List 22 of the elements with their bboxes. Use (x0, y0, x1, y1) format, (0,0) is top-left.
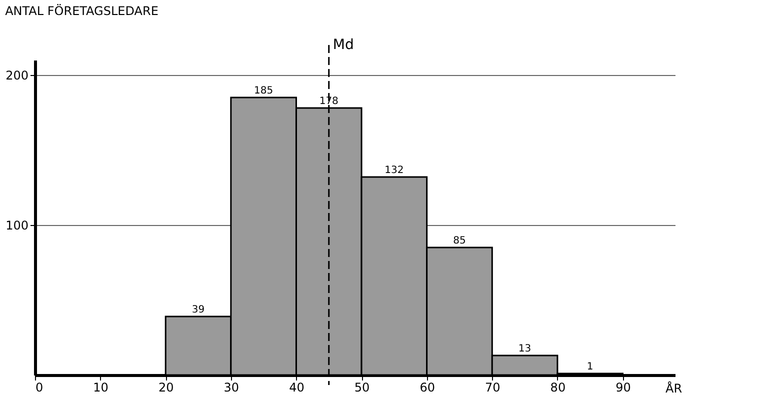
x-tick-label: 70 (485, 380, 500, 394)
y-tick-label: 100 (6, 218, 28, 232)
data-label: 185 (254, 86, 274, 96)
x-tick-label: 10 (93, 380, 108, 394)
y-tick-label: 200 (6, 68, 28, 82)
data-label: 85 (453, 236, 466, 246)
x-tick-label: 30 (224, 380, 240, 394)
data-label: 1 (586, 362, 594, 372)
x-tick-label: 80 (550, 380, 566, 394)
data-label: 39 (192, 304, 205, 316)
x-axis-title: ÅR (666, 380, 682, 396)
x-tick-label: 60 (420, 380, 435, 394)
x-tick-label: 0 (36, 380, 44, 394)
data-label: 13 (518, 344, 532, 354)
x-tick-label: 90 (616, 380, 631, 394)
x-tick-label: 50 (354, 380, 370, 394)
data-label: 132 (384, 165, 404, 176)
x-tick-label: 40 (289, 380, 304, 394)
y-axis-title: ANTAL FÖRETAGSLEDARE (5, 4, 158, 18)
ref-line-label: Md (332, 37, 354, 53)
data-label: 178 (319, 96, 338, 107)
x-tick-label: 20 (158, 380, 174, 394)
